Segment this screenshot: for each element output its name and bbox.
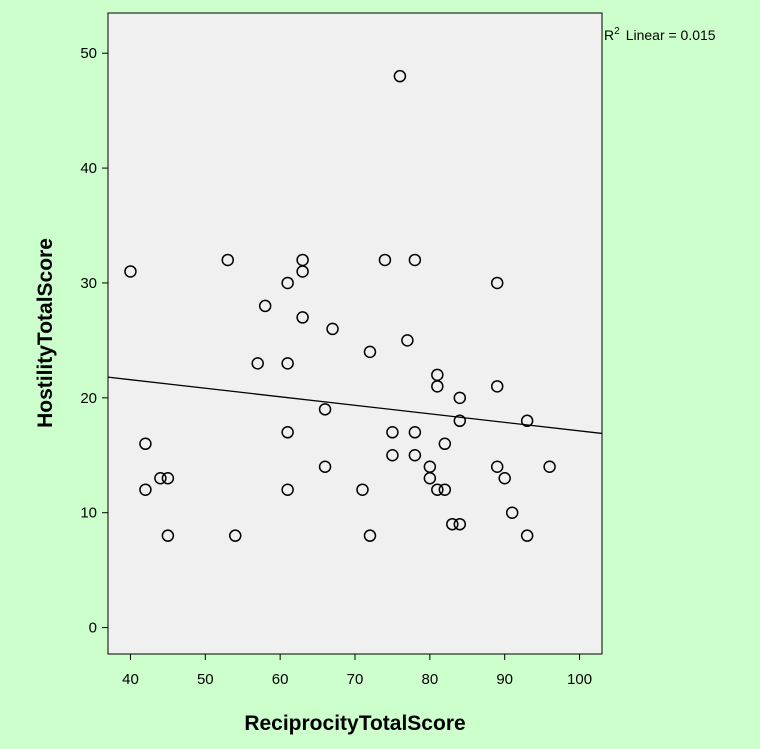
data-point	[408, 426, 422, 439]
r2-value: Linear = 0.015	[626, 27, 716, 43]
data-point	[363, 345, 377, 359]
data-point	[356, 483, 369, 496]
data-point	[281, 276, 294, 290]
data-point	[161, 471, 175, 485]
x-tick-label: 40	[122, 671, 139, 688]
y-axis-title: HostilityTotalScore	[34, 238, 57, 428]
data-point	[124, 265, 137, 278]
data-point	[438, 483, 452, 496]
x-tick-label: 90	[496, 671, 513, 688]
fit-line	[107, 376, 603, 435]
data-point	[490, 276, 504, 290]
x-tick-label: 80	[422, 671, 439, 688]
data-point	[453, 517, 467, 531]
data-point	[490, 380, 504, 393]
y-tick-label: 0	[89, 620, 97, 637]
data-point	[543, 460, 556, 474]
y-tick-label: 40	[80, 160, 97, 177]
data-point	[505, 506, 519, 519]
x-axis-title: ReciprocityTotalScore	[244, 712, 465, 735]
data-point	[318, 460, 332, 474]
data-point	[228, 529, 242, 542]
plot-area	[107, 12, 603, 655]
data-point	[296, 311, 309, 324]
y-axis: 0 10 20 30 40 50	[80, 45, 108, 637]
data-point	[318, 403, 332, 416]
data-point	[296, 265, 309, 278]
r2-superscript: 2	[614, 26, 620, 37]
y-tick-label: 10	[80, 505, 97, 522]
data-point	[498, 471, 511, 485]
data-point	[258, 299, 272, 313]
data-point	[281, 426, 294, 439]
data-point	[453, 414, 467, 428]
data-point	[386, 426, 399, 439]
x-tick-label: 50	[197, 671, 214, 688]
data-point	[431, 380, 444, 393]
y-tick-label: 30	[80, 275, 97, 292]
data-point	[378, 253, 392, 267]
x-tick-label: 100	[567, 671, 592, 688]
data-point	[363, 529, 377, 542]
data-point	[453, 391, 467, 405]
data-point	[401, 334, 414, 347]
y-tick-label: 20	[80, 390, 97, 407]
data-point	[386, 449, 399, 462]
data-point	[154, 471, 167, 485]
data-point	[139, 437, 152, 451]
data-point	[423, 471, 437, 485]
r2-label: R	[604, 27, 614, 43]
data-point	[408, 253, 422, 267]
data-point	[281, 483, 294, 496]
data-point	[139, 483, 152, 496]
data-point	[408, 449, 422, 462]
data-point	[393, 69, 407, 83]
data-point	[326, 322, 339, 336]
data-points	[124, 69, 556, 542]
data-point	[520, 414, 534, 428]
r2-annotation: R2 Linear = 0.015	[604, 26, 716, 43]
x-tick-label: 70	[347, 671, 364, 688]
data-point	[490, 460, 504, 474]
data-point	[438, 437, 452, 451]
data-point	[221, 253, 235, 267]
data-point	[161, 529, 175, 542]
data-point	[431, 483, 444, 496]
data-point	[520, 529, 534, 542]
data-point	[446, 517, 459, 531]
data-point	[251, 357, 264, 370]
x-tick-label: 60	[272, 671, 289, 688]
y-tick-label: 50	[80, 45, 97, 62]
data-point	[281, 357, 294, 370]
x-axis: 40 50 60 70 80 90 100	[122, 654, 592, 688]
